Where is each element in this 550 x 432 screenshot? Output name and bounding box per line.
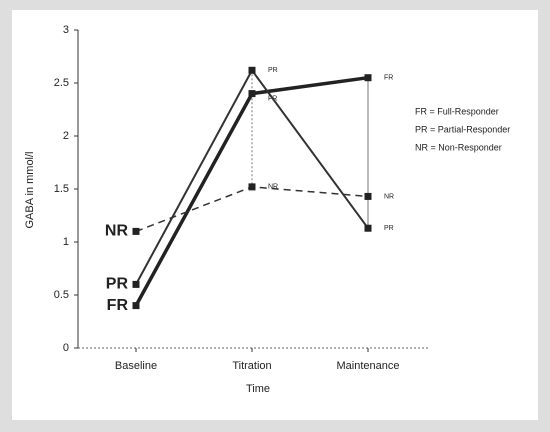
legend-entry: FR = Full-Responder [415, 106, 499, 116]
y-tick-label: 0 [63, 342, 69, 354]
legend-entry: PR = Partial-Responder [415, 124, 510, 134]
y-tick-label: 3 [63, 24, 69, 36]
x-tick-label: Maintenance [337, 360, 400, 372]
x-tick-label: Titration [232, 360, 271, 372]
point [364, 192, 372, 200]
x-tick-label: Baseline [115, 360, 157, 372]
y-axis-label: GABA in mmol/l [24, 151, 36, 228]
point-label: FR [384, 75, 393, 82]
point [364, 224, 372, 232]
point [364, 74, 372, 82]
x-axis-label: Time [246, 383, 270, 395]
y-tick-label: 1 [63, 236, 69, 248]
point-label: FR [107, 297, 129, 314]
y-tick-label: 0.5 [54, 289, 69, 301]
point [132, 280, 140, 288]
point-label: NR [384, 193, 394, 200]
point-label: NR [268, 184, 278, 191]
point-label: PR [268, 67, 278, 74]
point-label: PR [384, 225, 394, 232]
panel [12, 10, 538, 420]
point [248, 183, 256, 191]
point [248, 90, 256, 98]
point [132, 302, 140, 310]
point-label: NR [105, 223, 129, 240]
point-label: PR [106, 276, 129, 293]
point [248, 66, 256, 74]
y-tick-label: 2.5 [54, 77, 69, 89]
y-tick-label: 1.5 [54, 183, 69, 195]
y-tick-label: 2 [63, 130, 69, 142]
legend-entry: NR = Non-Responder [415, 142, 502, 152]
point [132, 227, 140, 235]
